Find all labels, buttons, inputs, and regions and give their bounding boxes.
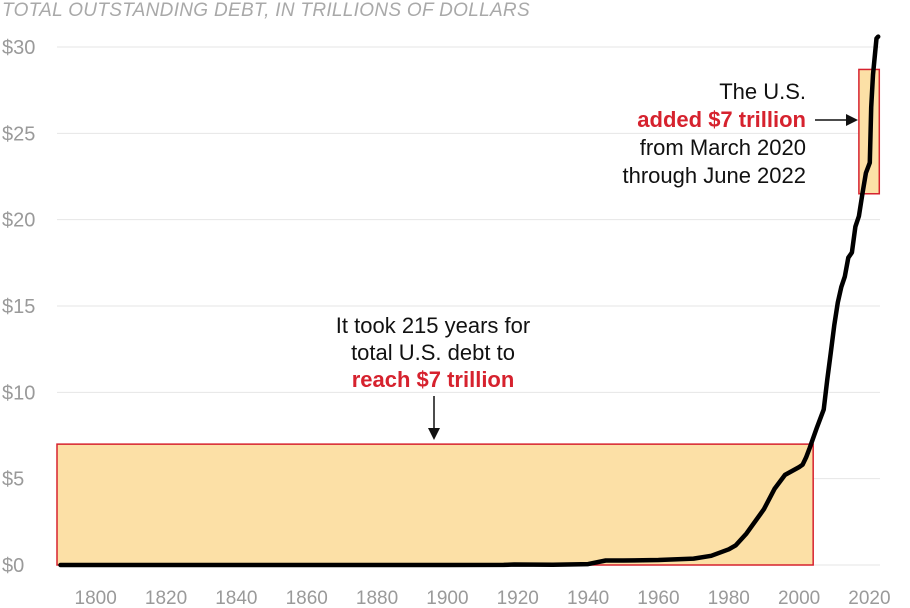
x-tick-label: 1840 <box>215 588 257 608</box>
series-layer <box>58 34 881 568</box>
left-annotation-arrow-head <box>428 428 440 440</box>
x-tick-label: 1940 <box>567 588 609 608</box>
y-tick-label: $25 <box>2 123 35 145</box>
y-tick-label: $15 <box>2 296 35 318</box>
right-annotation-highlight: added $7 trillion <box>637 107 806 132</box>
right-annotation-line-1: The U.S. <box>719 79 806 104</box>
x-tick-label: 1920 <box>497 588 539 608</box>
x-axis-ticks: 1800 1820 1840 1860 1880 1900 1920 1940 1960 1980… <box>75 588 891 608</box>
debt-series-line <box>58 34 881 568</box>
y-axis-ticks: $0 $5 $10 $15 $20 $25 $30 <box>2 37 35 577</box>
y-tick-label: $10 <box>2 382 35 404</box>
x-tick-label: 2020 <box>848 588 890 608</box>
left-annotation-line-2: total U.S. debt to <box>351 340 515 365</box>
y-tick-label: $20 <box>2 210 35 232</box>
x-tick-label: 1980 <box>708 588 750 608</box>
right-annotation-line-4: through June 2022 <box>623 163 807 188</box>
x-tick-label: 1800 <box>75 588 117 608</box>
chart-title: TOTAL OUTSTANDING DEBT, IN TRILLIONS OF … <box>2 0 530 21</box>
y-tick-label: $0 <box>2 555 24 577</box>
right-annotation-line-3: from March 2020 <box>640 135 806 160</box>
highlight-box-first-7-trillion <box>56 443 814 566</box>
y-tick-label: $30 <box>2 37 35 59</box>
x-tick-label: 1860 <box>286 588 328 608</box>
left-annotation-line-1: It took 215 years for <box>336 313 530 338</box>
left-annotation: It took 215 years for total U.S. debt to… <box>336 313 530 440</box>
y-tick-label: $5 <box>2 469 24 491</box>
x-tick-label: 1960 <box>637 588 679 608</box>
x-tick-label: 2000 <box>778 588 820 608</box>
x-tick-label: 1820 <box>145 588 187 608</box>
x-tick-label: 1900 <box>426 588 468 608</box>
right-annotation-arrow-head <box>846 114 858 126</box>
right-annotation: The U.S. added $7 trillion from March 20… <box>623 79 858 188</box>
left-annotation-highlight: reach $7 trillion <box>352 367 515 392</box>
x-tick-label: 1880 <box>356 588 398 608</box>
